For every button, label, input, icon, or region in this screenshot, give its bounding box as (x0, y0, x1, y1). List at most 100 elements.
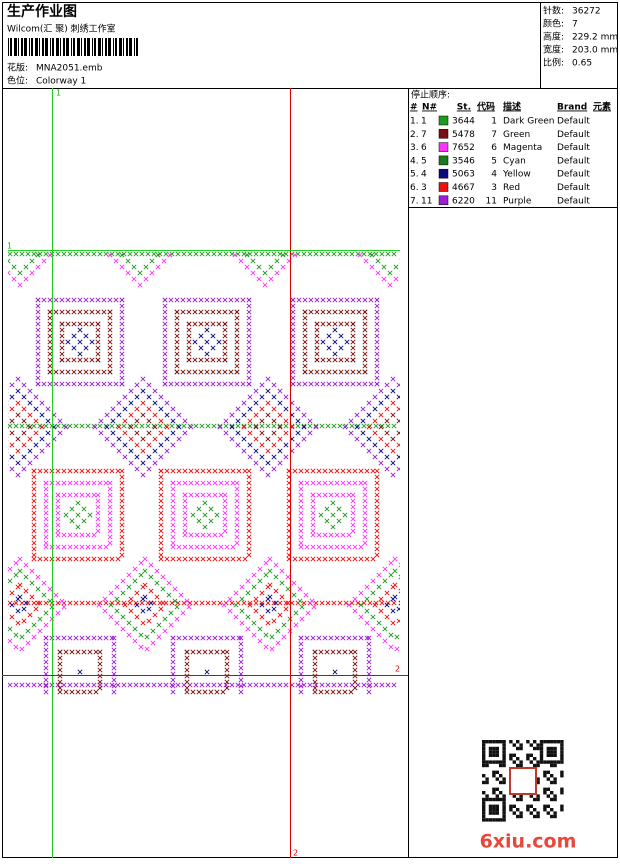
qr-module (492, 788, 495, 791)
stitch (140, 424, 144, 428)
stitch (373, 407, 377, 411)
stitch (141, 401, 145, 405)
stitch (251, 271, 255, 275)
stitch (391, 401, 395, 405)
stat-value: 203.0 mm (572, 46, 618, 56)
stitch (28, 613, 32, 617)
qr-module (536, 764, 539, 767)
stitch (102, 298, 106, 302)
stitch (205, 358, 209, 362)
stitch (163, 322, 167, 326)
stitch (120, 547, 124, 551)
stitch (159, 443, 163, 447)
stitch (327, 334, 331, 338)
stitch (317, 533, 321, 537)
stitch (371, 469, 375, 473)
stitch (74, 424, 78, 428)
needle: 1 (421, 117, 427, 127)
stitch (120, 340, 124, 344)
stitch (319, 513, 323, 517)
stitch (68, 481, 72, 485)
stitch (194, 424, 198, 428)
stitch (191, 650, 195, 654)
stitch (96, 499, 100, 503)
stitch (359, 557, 363, 561)
stitch (176, 252, 180, 256)
qr-module (543, 788, 546, 791)
stitch (213, 704, 217, 708)
stitch (260, 383, 264, 387)
stitch (68, 683, 72, 687)
stitch (96, 523, 100, 527)
stitch (171, 678, 175, 682)
stitch (62, 252, 66, 256)
stitch (235, 328, 239, 332)
stitch (32, 601, 36, 605)
qr-module (526, 740, 529, 743)
stitch (247, 511, 251, 515)
stitch (351, 358, 355, 362)
stitch (223, 523, 227, 527)
stitch (141, 585, 145, 589)
stitch (363, 481, 367, 485)
stitch (258, 567, 262, 571)
stitch (112, 690, 116, 694)
stitch (187, 334, 191, 338)
stitch (359, 481, 363, 485)
stitch (254, 597, 258, 601)
qr-module (543, 760, 546, 763)
stitch (102, 382, 106, 386)
stitch (272, 407, 276, 411)
stitch (22, 431, 26, 435)
stitch (48, 334, 52, 338)
stitch (382, 241, 386, 245)
stitch (245, 265, 249, 269)
stitch (212, 252, 216, 256)
qr-module (502, 747, 505, 750)
stitch (260, 419, 264, 423)
stitch (120, 346, 124, 350)
stitch (140, 601, 144, 605)
stitch (10, 431, 14, 435)
stitch (380, 601, 384, 605)
qr-module (543, 808, 546, 811)
qr-module (540, 754, 543, 757)
stitch (161, 575, 165, 579)
stitch (311, 557, 315, 561)
stitch (371, 591, 375, 595)
stitch (38, 617, 42, 621)
stitch (68, 545, 72, 549)
stitch (394, 265, 398, 269)
qr-module (516, 808, 519, 811)
stitch (135, 455, 139, 459)
stitch (225, 668, 229, 672)
stitch (80, 704, 84, 708)
stitch (243, 469, 247, 473)
stitch (138, 271, 142, 275)
stitch (217, 382, 221, 386)
stitch (329, 493, 333, 497)
stitch (359, 615, 363, 619)
qr-module (530, 754, 533, 757)
stitch (385, 443, 389, 447)
stitch (320, 424, 324, 428)
stitch (145, 647, 149, 651)
stitch (153, 437, 157, 441)
qr-module (482, 764, 485, 767)
stitch-code: 3644 (452, 117, 475, 127)
stitch (397, 419, 401, 423)
stitch (112, 654, 116, 658)
stitch (201, 636, 205, 640)
qr-module (502, 760, 505, 763)
stitch (247, 499, 251, 503)
stitch (211, 346, 215, 350)
guide-label: 1 (7, 242, 12, 251)
stitch (147, 419, 151, 423)
stitch (104, 545, 108, 549)
stitch (159, 529, 163, 533)
qr-module (496, 818, 499, 821)
stitch (357, 370, 361, 374)
stitch (339, 382, 343, 386)
stitch (335, 557, 339, 561)
stitch (175, 364, 179, 368)
